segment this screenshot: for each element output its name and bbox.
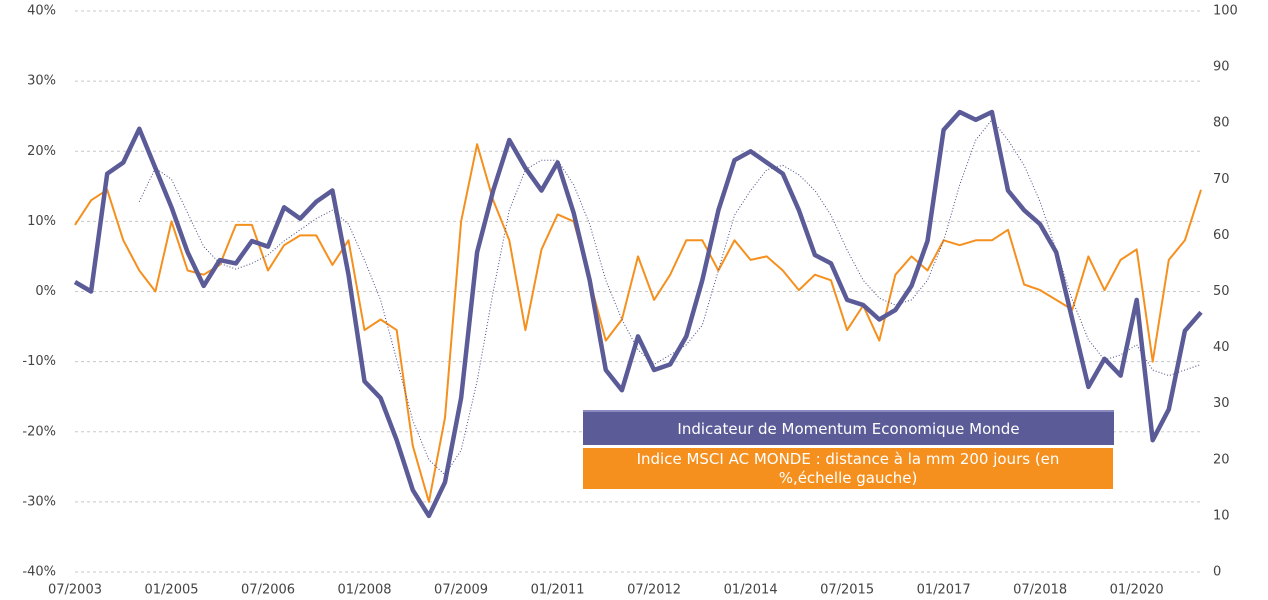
x-tick-label: 07/2018 [1013,583,1067,598]
x-tick-label: 07/2006 [241,583,295,598]
y2-tick-label: 60 [1213,228,1230,243]
x-tick-label: 01/2017 [917,583,971,598]
y2-tick-label: 90 [1213,60,1230,75]
x-tick-label: 07/2015 [820,583,874,598]
legend-entry: Indice MSCI AC MONDE : distance à la mm … [583,448,1113,489]
y2-tick-label: 20 [1213,452,1230,467]
x-tick-label: 01/2020 [1110,583,1164,598]
y2-tick-label: 50 [1213,284,1230,299]
y-tick-label: 40% [27,4,56,19]
y-tick-label: 10% [27,214,56,229]
y2-tick-label: 40 [1213,340,1230,355]
x-tick-label: 07/2012 [627,583,681,598]
series-line [138,119,1202,476]
y2-tick-label: 30 [1213,396,1230,411]
y2-tick-label: 80 [1213,116,1230,131]
y-tick-label: 30% [27,74,56,89]
y2-tick-label: 100 [1213,4,1238,19]
x-tick-label: 07/2003 [48,583,102,598]
x-tick-label: 01/2008 [338,583,392,598]
y2-tick-label: 0 [1213,565,1221,580]
series-line [74,143,1202,503]
x-tick-label: 01/2011 [531,583,585,598]
y-tick-label: -40% [22,565,56,580]
x-tick-label: 01/2014 [724,583,778,598]
y-tick-label: -10% [22,354,56,369]
y-tick-label: -20% [22,424,56,439]
y-tick-label: 20% [27,144,56,159]
legend-entry: Indicateur de Momentum Economique Monde [583,410,1114,445]
y2-tick-label: 10 [1213,508,1230,523]
series-line [73,109,1203,519]
x-tick-label: 07/2009 [434,583,488,598]
x-tick-label: 01/2005 [145,583,199,598]
y2-tick-label: 70 [1213,172,1230,187]
y-tick-label: -30% [22,494,56,509]
y-tick-label: 0% [35,284,56,299]
